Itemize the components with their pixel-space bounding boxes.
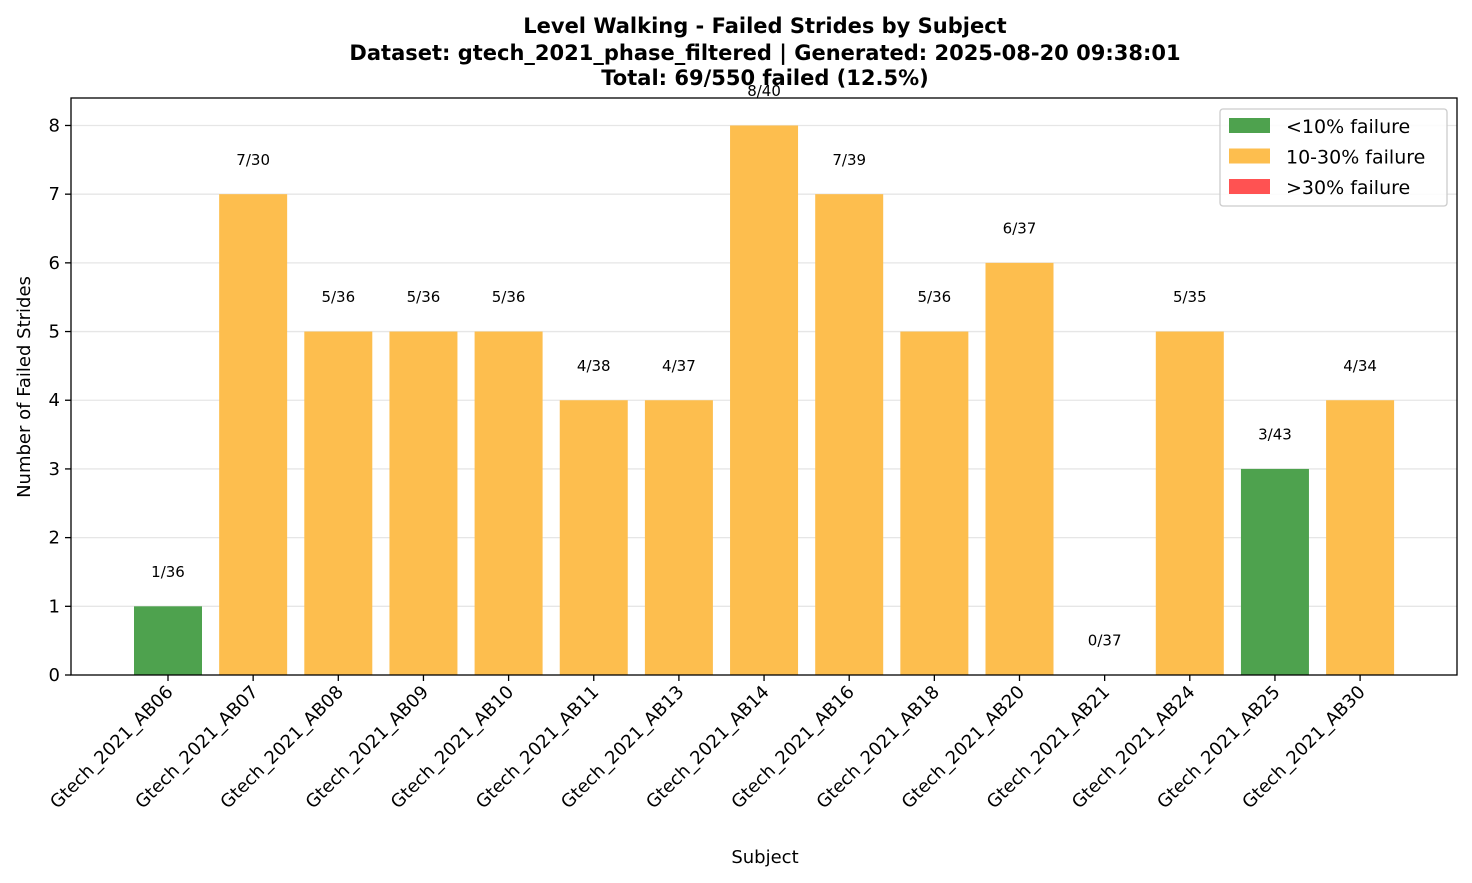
bar-value-label: 5/36 bbox=[321, 288, 355, 306]
y-tick-label: 8 bbox=[49, 115, 60, 136]
bar-gtech-2021-ab10 bbox=[474, 331, 543, 675]
legend-frame bbox=[1219, 108, 1448, 207]
y-tick-label: 2 bbox=[49, 528, 60, 549]
y-tick-label: 7 bbox=[49, 184, 60, 205]
legend: <10% failure 10-30% failure >30% failure bbox=[1219, 108, 1448, 207]
bar-gtech-2021-ab08 bbox=[304, 331, 373, 675]
chart-title-line-1: Level Walking - Failed Strides by Subjec… bbox=[523, 14, 1006, 38]
y-tick-label: 4 bbox=[49, 390, 60, 411]
bar-gtech-2021-ab30 bbox=[1326, 400, 1395, 675]
y-axis-label: Number of Failed Strides bbox=[14, 276, 35, 498]
bar-gtech-2021-ab16 bbox=[815, 194, 884, 675]
bar-gtech-2021-ab24 bbox=[1155, 331, 1224, 675]
bar-value-label: 6/37 bbox=[1003, 220, 1037, 238]
legend-label-low: <10% failure bbox=[1286, 116, 1410, 138]
bar-value-label: 4/34 bbox=[1343, 357, 1377, 375]
y-axis-ticks: 0 1 2 3 4 5 6 7 8 bbox=[49, 115, 71, 686]
bar-value-label: 4/37 bbox=[662, 357, 696, 375]
bar-value-label: 5/36 bbox=[918, 288, 952, 306]
bar-value-label: 3/43 bbox=[1258, 426, 1292, 444]
bar-labels: 1/36 7/30 5/36 5/36 5/36 4/38 4/37 8/40 7/39 5/36… bbox=[151, 82, 1377, 650]
bar-value-label: 5/35 bbox=[1173, 288, 1207, 306]
y-tick-label: 5 bbox=[49, 322, 60, 343]
chart-title-line-2: Dataset: gtech_2021_phase_filtered | Gen… bbox=[349, 41, 1180, 66]
legend-entries: <10% failure 10-30% failure >30% failure bbox=[1229, 116, 1425, 199]
bar-gtech-2021-ab13 bbox=[644, 400, 713, 675]
bar-gtech-2021-ab06 bbox=[134, 606, 202, 675]
bar-value-label: 7/39 bbox=[832, 151, 866, 169]
bar-gtech-2021-ab11 bbox=[559, 400, 628, 675]
y-tick-label: 1 bbox=[49, 596, 60, 617]
bar-gtech-2021-ab25 bbox=[1240, 468, 1309, 675]
chart-title-line-3: Total: 69/550 failed (12.5%) bbox=[601, 66, 928, 90]
bar-gtech-2021-ab14 bbox=[730, 125, 799, 675]
bar-value-label: 7/30 bbox=[236, 151, 270, 169]
legend-label-mid: 10-30% failure bbox=[1286, 147, 1425, 169]
legend-swatch-mid bbox=[1229, 148, 1270, 164]
bar-gtech-2021-ab18 bbox=[900, 331, 969, 675]
bars bbox=[134, 125, 1395, 675]
y-tick-label: 6 bbox=[49, 253, 60, 274]
bar-value-label: 4/38 bbox=[577, 357, 611, 375]
y-tick-label: 3 bbox=[49, 459, 60, 480]
bar-gtech-2021-ab07 bbox=[219, 194, 288, 675]
y-tick-label: 0 bbox=[49, 665, 60, 686]
bar-gtech-2021-ab09 bbox=[389, 331, 458, 675]
bar-value-label: 8/40 bbox=[747, 82, 781, 100]
x-axis-label: Subject bbox=[731, 847, 798, 868]
legend-label-high: >30% failure bbox=[1286, 177, 1410, 199]
bar-value-label: 5/36 bbox=[407, 288, 441, 306]
bar-gtech-2021-ab20 bbox=[985, 262, 1054, 675]
legend-swatch-low bbox=[1229, 118, 1270, 133]
legend-swatch-high bbox=[1229, 179, 1270, 194]
bar-value-label: 0/37 bbox=[1088, 632, 1122, 650]
bar-value-label: 5/36 bbox=[492, 288, 526, 306]
bar-value-label: 1/36 bbox=[151, 563, 185, 581]
